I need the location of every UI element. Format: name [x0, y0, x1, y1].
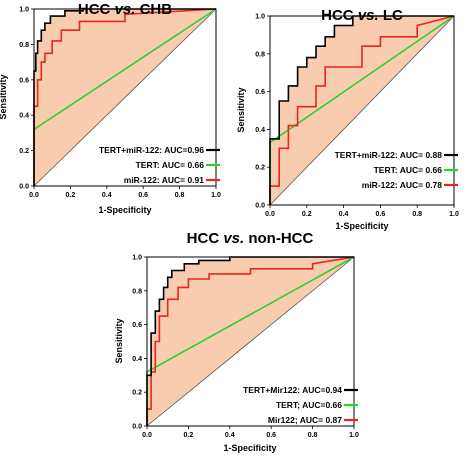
chart-title-right: LC: [379, 7, 403, 24]
x-tick-label: 0.2: [184, 432, 194, 439]
y-tick-label: 0.2: [19, 148, 29, 155]
x-tick-label: 0.2: [302, 211, 312, 218]
x-tick-label: 1.0: [349, 432, 359, 439]
y-tick-label: 0.8: [132, 288, 142, 295]
legend-label: TERT: AUC= 0.66: [374, 165, 443, 175]
x-tick-label: 0.6: [266, 432, 276, 439]
y-tick-label: 0.8: [255, 51, 265, 58]
y-tick-label: 0.4: [255, 127, 265, 134]
roc-curve-3: [33, 8, 217, 186]
y-tick-label: 1.0: [132, 255, 142, 262]
x-tick-label: 0.4: [102, 192, 112, 199]
y-axis-label: Sensitivity: [236, 87, 246, 132]
chart-title-left: HCC: [187, 230, 224, 247]
y-tick-label: 0.4: [19, 113, 29, 120]
roc-curve-3: [146, 256, 355, 426]
x-tick-label: 0.8: [175, 192, 185, 199]
x-tick-label: 0.2: [66, 192, 76, 199]
chart-title-vs: vs.: [115, 1, 136, 18]
roc-curve-3: [269, 15, 455, 205]
y-tick-label: 1.0: [19, 7, 29, 14]
x-tick-label: 0.4: [339, 211, 349, 218]
x-tick-label: 0.8: [412, 211, 422, 218]
y-tick-label: 0.0: [132, 424, 142, 431]
chart-title-vs: vs.: [223, 230, 244, 247]
x-tick-label: 0.8: [308, 432, 318, 439]
y-tick-label: 0.6: [132, 322, 142, 329]
legend-label: Mir122; AUC= 0.87: [268, 415, 342, 425]
chart-title-left: HCC: [78, 1, 115, 18]
chart-title: HCC vs. CHB: [78, 1, 172, 18]
legend-label: TERT+miR-122: AUC=0.96: [99, 145, 204, 155]
legend: TERT+miR-122: AUC= 0.88 TERT: AUC= 0.66 mi…: [335, 150, 458, 190]
y-tick-label: 0.8: [19, 42, 29, 49]
chart-title: HCC vs. non-HCC: [187, 230, 314, 247]
roc-panel-1: 0.0 0.2 0.4 0.6 0.8 1.0 0.0 0.2 0.4 0.6 0.8 1.0 HCC …: [0, 1, 221, 215]
roc-panel-3: 0.0 0.2 0.4 0.6 0.8 1.0 0.0 0.2 0.4 0.6 0.8 1.0 HCC …: [114, 230, 359, 453]
legend: TERT+Mir122: AUC=0.94 TERT; AUC=0.66 Mir12…: [243, 385, 358, 425]
chart-title-right: non-HCC: [244, 230, 313, 247]
reference-diagonal-line: [33, 8, 217, 187]
y-tick-label: 0.4: [132, 356, 142, 363]
legend-label: TERT; AUC=0.66: [276, 400, 342, 410]
x-tick-label: 0.0: [142, 432, 152, 439]
legend-label: TERT: AUC= 0.66: [136, 160, 205, 170]
x-tick-label: 1.0: [449, 211, 459, 218]
x-tick-label: 0.0: [29, 192, 39, 199]
legend-label: TERT+Mir122: AUC=0.94: [243, 385, 342, 395]
y-axis-label: Sensitivity: [114, 318, 124, 363]
y-tick-label: 0.0: [255, 203, 265, 210]
reference-diagonal-line: [269, 15, 455, 206]
plot-frame: [146, 256, 355, 427]
chart-title-vs: vs.: [358, 7, 379, 24]
x-tick-label: 0.6: [376, 211, 386, 218]
y-tick-label: 0.6: [19, 77, 29, 84]
plot-frame: [269, 15, 455, 206]
legend-label: miR-122: AUC= 0.91: [124, 175, 205, 185]
roc-curve-1: [146, 256, 354, 426]
reference-diagonal-line: [146, 256, 355, 427]
roc-curve-1: [33, 8, 216, 186]
y-tick-label: 0.2: [132, 390, 142, 397]
x-tick-label: 0.0: [265, 211, 275, 218]
chart-title: HCC vs. LC: [321, 7, 403, 24]
roc-panel-2: 0.0 0.2 0.4 0.6 0.8 1.0 0.0 0.2 0.4 0.6 0.8 1.0 HCC …: [236, 7, 459, 231]
legend-label: miR-122: AUC= 0.78: [362, 180, 443, 190]
y-tick-label: 0.0: [19, 184, 29, 191]
y-axis-label: Sensitivity: [0, 74, 8, 119]
y-tick-label: 0.6: [255, 89, 265, 96]
x-axis-label: 1-Specificity: [98, 205, 151, 215]
x-axis-label: 1-Specificity: [223, 443, 276, 453]
legend: TERT+miR-122: AUC=0.96 TERT: AUC= 0.66 miR…: [99, 145, 220, 185]
roc-curve-1: [269, 15, 454, 205]
y-tick-label: 1.0: [255, 14, 265, 21]
chart-title-right: CHB: [135, 1, 172, 18]
x-axis-label: 1-Specificity: [335, 221, 388, 231]
y-tick-label: 0.2: [255, 165, 265, 172]
x-tick-label: 0.4: [225, 432, 235, 439]
plot-frame: [33, 8, 217, 187]
x-tick-label: 0.6: [138, 192, 148, 199]
legend-label: TERT+miR-122: AUC= 0.88: [335, 150, 443, 160]
chart-title-left: HCC: [321, 7, 358, 24]
x-tick-label: 1.0: [211, 192, 221, 199]
